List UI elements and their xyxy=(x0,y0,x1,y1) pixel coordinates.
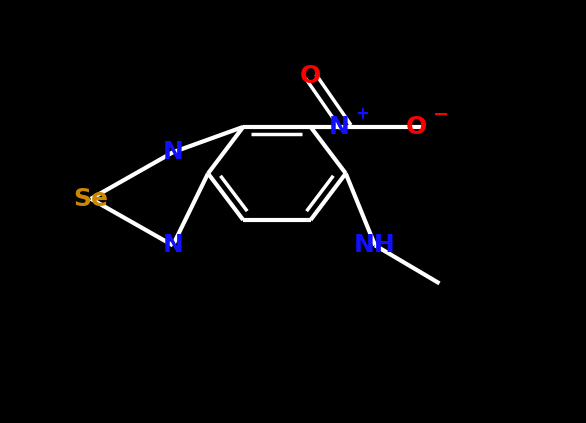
Text: N: N xyxy=(162,140,183,164)
Text: O: O xyxy=(406,115,427,139)
Text: Se: Se xyxy=(73,187,108,211)
Text: N: N xyxy=(162,233,183,257)
Text: −: − xyxy=(433,105,449,124)
Text: O: O xyxy=(300,64,321,88)
Text: +: + xyxy=(355,105,369,123)
Text: NH: NH xyxy=(354,233,396,257)
Text: N: N xyxy=(328,115,349,139)
